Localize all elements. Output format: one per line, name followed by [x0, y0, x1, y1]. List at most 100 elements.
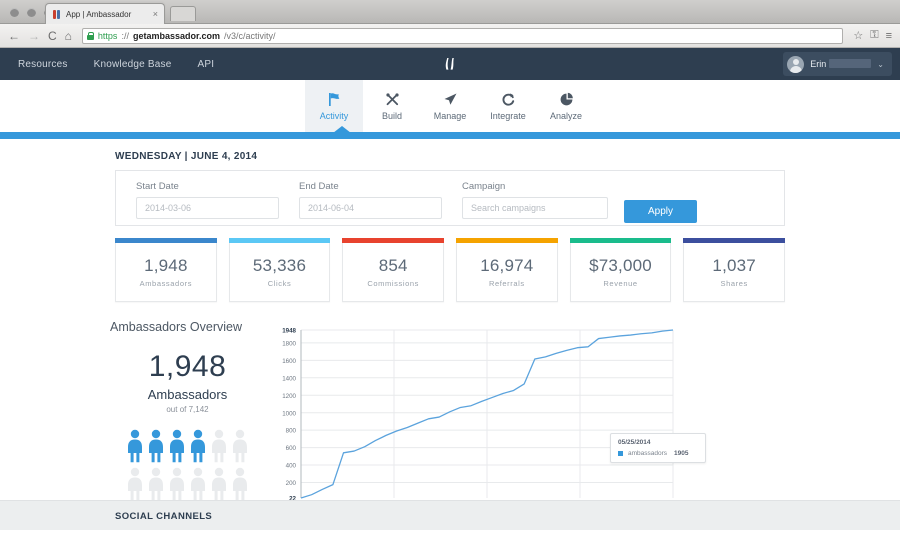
svg-text:200: 200 [286, 480, 297, 487]
person-icon-filled [170, 429, 184, 463]
nav-link-knowledge-base[interactable]: Knowledge Base [93, 58, 172, 70]
user-lastname-redacted [829, 59, 872, 68]
overview-title: Ambassadors Overview [110, 320, 242, 334]
svg-text:800: 800 [286, 428, 297, 435]
person-icon-filled [191, 429, 205, 463]
overview-big-number: 1,948 [148, 350, 227, 383]
kpi-accent-bar [228, 238, 331, 243]
kpi-card-clicks[interactable]: 53,336 Clicks [228, 238, 331, 302]
tab-integrate-label: Integrate [490, 111, 526, 121]
forward-icon[interactable]: → [28, 28, 40, 43]
page-content: WEDNESDAY | JUNE 4, 2014 Start Date 2014… [0, 139, 900, 530]
kpi-card-ambassadors[interactable]: 1,948 Ambassadors [115, 238, 217, 302]
kpi-label: Ambassadors [139, 279, 193, 288]
kpi-value: 53,336 [252, 256, 307, 275]
tab-build-label: Build [381, 111, 402, 121]
browser-tabstrip: App | Ambassador × [0, 0, 900, 24]
people-pictogram [110, 429, 265, 501]
kpi-card-row: 1,948 Ambassadors 53,336 Clicks 854 Comm… [115, 238, 786, 302]
minimize-window-button[interactable] [27, 8, 36, 17]
svg-text:1000: 1000 [282, 410, 296, 417]
nav-link-resources[interactable]: Resources [18, 58, 68, 70]
url-separator: :// [121, 30, 129, 41]
kpi-label: Commissions [367, 279, 419, 288]
kpi-label: Shares [720, 279, 748, 288]
pie-chart-icon [559, 91, 574, 107]
kpi-card-revenue[interactable]: $73,000 Revenue [569, 238, 672, 302]
tooltip-date: 05/25/2014 [618, 439, 651, 446]
paper-plane-icon [443, 91, 458, 107]
back-icon[interactable]: ← [8, 28, 20, 43]
new-tab-button[interactable] [170, 6, 196, 21]
svg-text:1800: 1800 [282, 341, 296, 348]
refresh-icon [501, 91, 516, 107]
kpi-value: $73,000 [589, 256, 652, 275]
app-top-nav: Resources Knowledge Base API Erin ⌄ [0, 48, 900, 80]
svg-text:1948: 1948 [282, 328, 296, 335]
close-window-button[interactable] [10, 8, 19, 17]
kpi-value: 854 [378, 256, 408, 275]
kpi-card-shares[interactable]: 1,037 Shares [683, 238, 786, 302]
person-icon-empty [191, 467, 205, 501]
active-tab-underline [0, 126, 900, 139]
svg-text:1400: 1400 [282, 375, 296, 382]
overview-out-of: out of 7,142 [166, 405, 209, 414]
start-date-input[interactable]: 2014-03-06 [136, 197, 279, 219]
svg-text:1200: 1200 [282, 393, 296, 400]
kpi-accent-bar [342, 238, 445, 243]
chevron-down-icon[interactable]: ⌄ [877, 59, 884, 69]
person-icon-empty [170, 467, 184, 501]
browser-menu-icon[interactable]: ≡ [885, 29, 892, 42]
user-name: Erin [810, 59, 872, 69]
person-icon-empty [233, 467, 247, 501]
reload-icon[interactable]: C [48, 28, 57, 43]
tab-build[interactable]: Build [363, 80, 421, 132]
flag-icon [327, 91, 342, 107]
chart-gridlines [301, 329, 674, 498]
tooltip-swatch-icon [618, 451, 623, 456]
kpi-value: 1,037 [712, 256, 756, 275]
tooltip-value: 1905 [674, 450, 689, 457]
close-tab-icon[interactable]: × [152, 9, 158, 19]
tab-activity[interactable]: Activity [305, 80, 363, 132]
nav-link-api[interactable]: API [197, 58, 215, 70]
page-date-header: WEDNESDAY | JUNE 4, 2014 [115, 151, 258, 162]
chart-y-axis: 22 200 400 600 800 1000 1200 1400 1600 1800 1948 [282, 328, 302, 503]
apply-button[interactable]: Apply [624, 200, 697, 223]
chart-svg: 22 200 400 600 800 1000 1200 1400 1600 1800 1948 0… [282, 328, 674, 512]
favicon-icon [52, 9, 61, 19]
user-menu[interactable]: Erin ⌄ [783, 52, 892, 76]
url-path: /v3/c/activity/ [224, 30, 276, 41]
browser-tab[interactable]: App | Ambassador × [45, 3, 165, 24]
kpi-accent-bar [115, 238, 217, 243]
brand-logo-icon[interactable] [443, 56, 457, 72]
person-icon-filled [128, 429, 142, 463]
svg-text:1600: 1600 [282, 358, 296, 365]
campaign-search-input[interactable]: Search campaigns [462, 197, 608, 219]
address-bar[interactable]: https://getambassador.com/v3/c/activity/ [81, 27, 844, 44]
tab-manage[interactable]: Manage [421, 80, 479, 132]
person-icon-empty [128, 467, 142, 501]
kpi-card-referrals[interactable]: 16,974 Referrals [456, 238, 558, 302]
home-icon[interactable]: ⌂ [64, 28, 72, 43]
end-date-input[interactable]: 2014-06-04 [299, 197, 442, 219]
active-tab-pointer [333, 126, 351, 133]
kpi-value: 16,974 [480, 256, 534, 275]
kpi-label: Clicks [267, 279, 292, 288]
tab-analyze[interactable]: Analyze [537, 80, 595, 132]
bookmark-star-icon[interactable]: ☆ [853, 30, 864, 42]
campaign-label: Campaign [462, 181, 506, 192]
chart-series-line [300, 329, 674, 499]
kpi-value: 1,948 [144, 256, 188, 275]
kpi-card-commissions[interactable]: 854 Commissions [342, 238, 445, 302]
kpi-accent-bar [569, 238, 672, 243]
lock-icon [86, 31, 95, 40]
tab-integrate[interactable]: Integrate [479, 80, 537, 132]
tools-icon [385, 91, 400, 107]
person-icon-empty [212, 429, 226, 463]
kpi-accent-bar [456, 238, 558, 243]
browser-tab-title: App | Ambassador [66, 9, 132, 19]
svg-text:400: 400 [286, 463, 297, 470]
kpi-label: Revenue [603, 279, 638, 288]
key-icon[interactable]: ⚿ [870, 29, 879, 41]
